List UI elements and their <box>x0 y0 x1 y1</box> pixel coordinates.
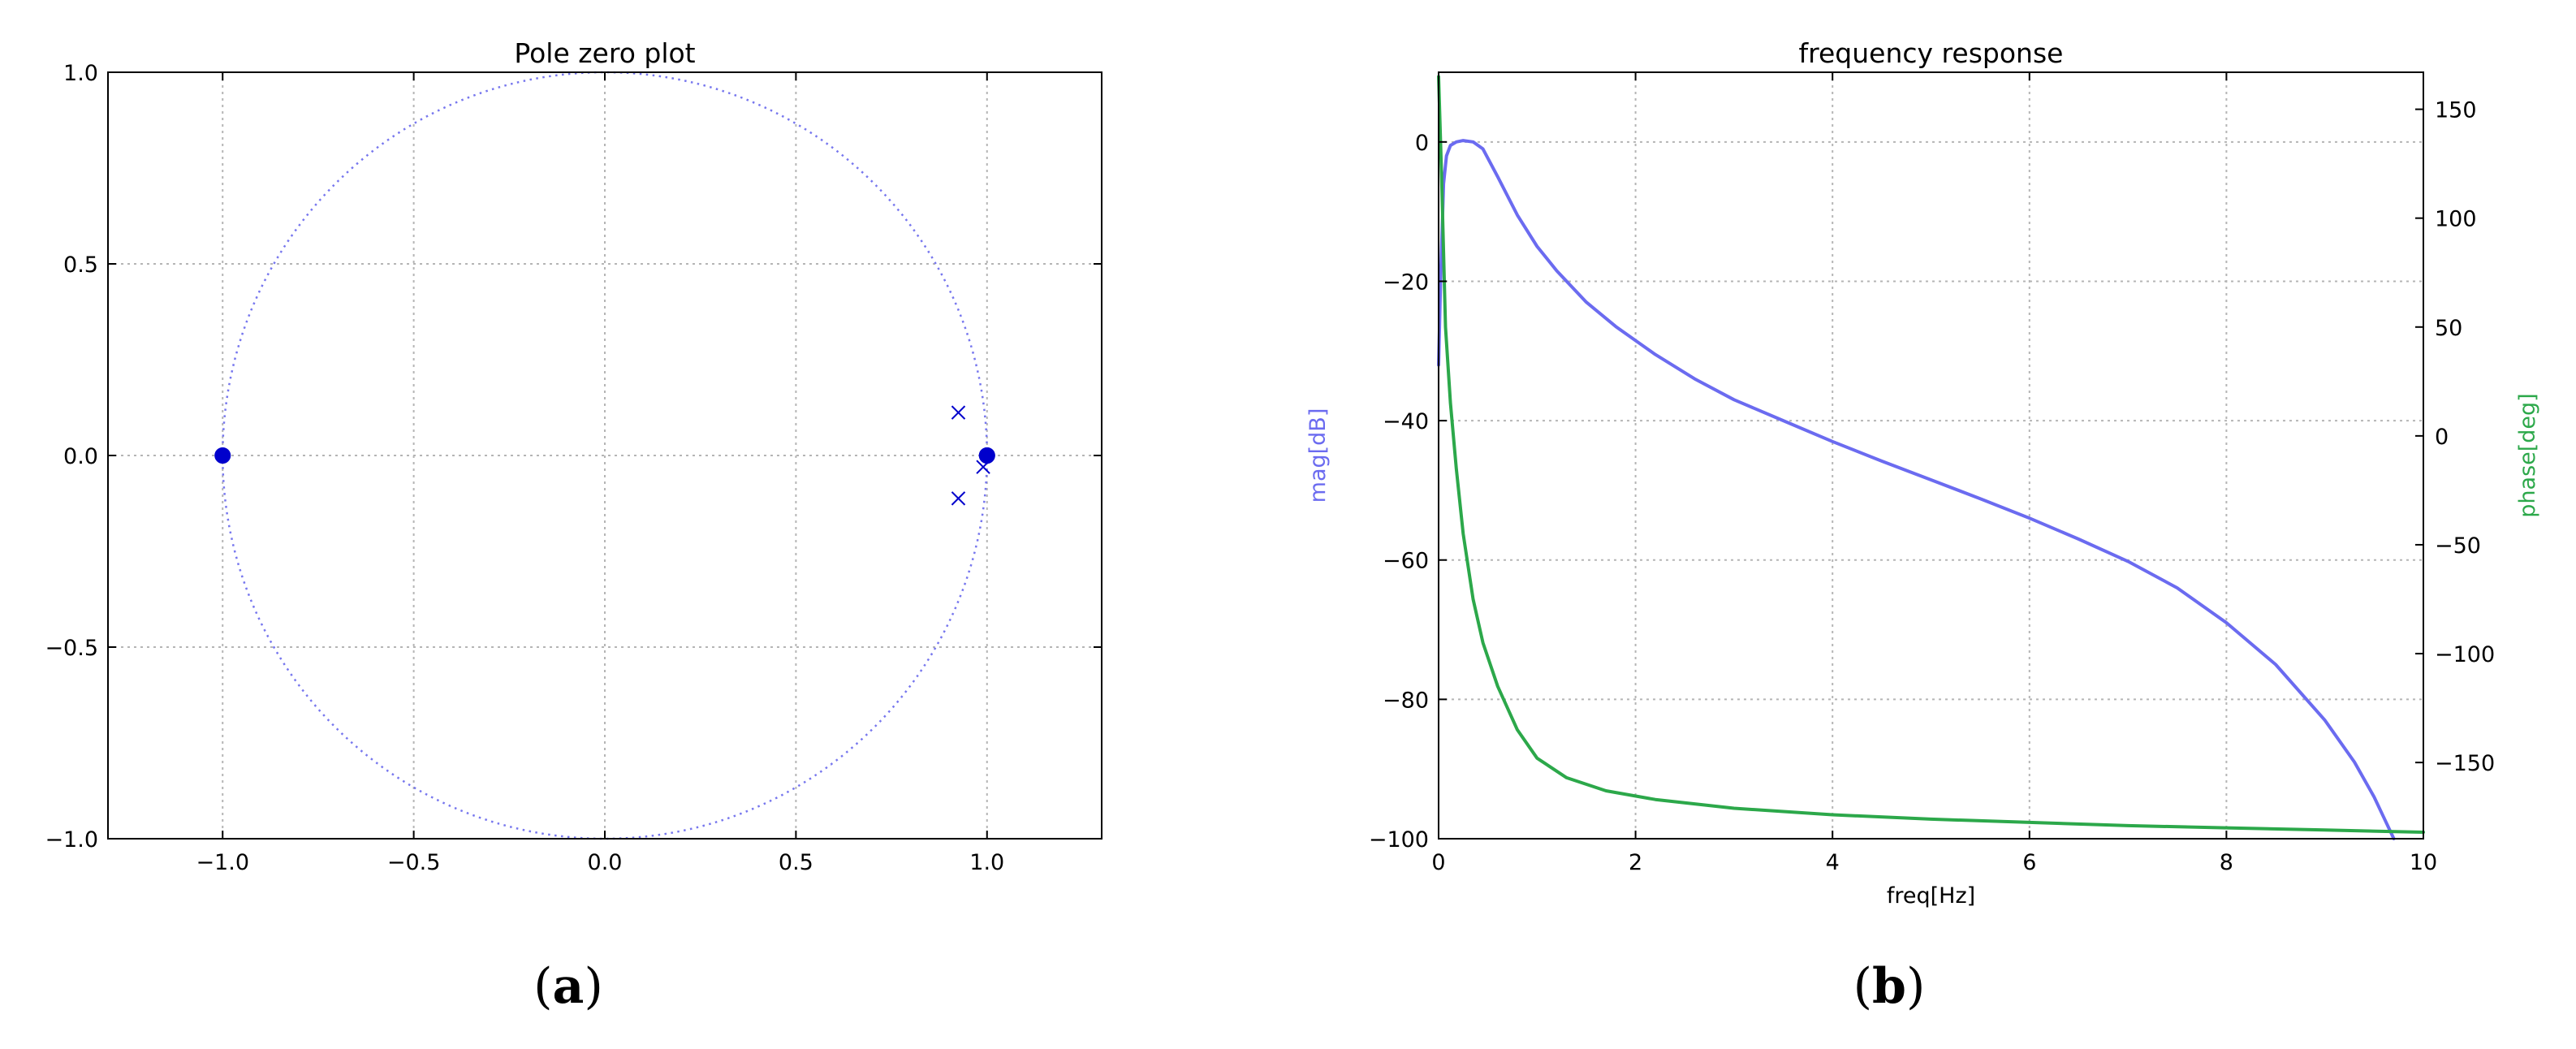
frequency-x-ticks: 0 2 4 6 8 10 <box>1431 72 2437 875</box>
panel-label-a: (a) <box>533 958 603 1015</box>
y-tick-label: −20 <box>1383 270 1429 295</box>
phase-y-ticks: −150 −100 −50 0 50 100 150 <box>2415 98 2495 776</box>
x-tick-label: 0.5 <box>779 850 813 875</box>
y-tick-label: 0 <box>1415 131 1429 156</box>
pole-zero-plot: −1.0 −0.5 0.0 0.5 1.0 −1.0 −0.5 0.0 0.5 1.0 Pole… <box>45 37 1102 1015</box>
frequency-response-plot: 0 2 4 6 8 10 −100 −80 −60 −40 −20 0 −150 −100 −50 0 50… <box>1305 37 2540 1015</box>
phase-series-line <box>1437 75 2425 834</box>
y2-tick-label: 50 <box>2435 316 2462 341</box>
y-tick-label: −1.0 <box>45 827 98 853</box>
panel-label-a-letter: a <box>553 958 585 1015</box>
pole-zero-x-ticks: −1.0 −0.5 0.0 0.5 1.0 <box>196 72 1004 875</box>
y2-tick-label: 150 <box>2435 98 2477 123</box>
pole-marker-stroke <box>976 460 990 474</box>
y-tick-label: −100 <box>1369 827 1429 853</box>
y-tick-label: −0.5 <box>45 636 98 661</box>
y2-tick-label: 0 <box>2435 425 2449 450</box>
y2-tick-label: −50 <box>2435 533 2481 559</box>
y-tick-label: −40 <box>1383 409 1429 434</box>
y-tick-label: −60 <box>1383 549 1429 574</box>
y2-tick-label: −100 <box>2435 642 2495 667</box>
x-tick-label: 4 <box>1826 850 1840 875</box>
frequency-response-title: frequency response <box>1799 37 2064 69</box>
x-tick-label: 0.0 <box>588 850 623 875</box>
zero-marker <box>214 447 231 464</box>
pole-marker-stroke <box>951 405 966 420</box>
pole-marker-stroke <box>951 491 966 506</box>
pole-zero-plot-title: Pole zero plot <box>514 37 695 69</box>
frequency-x-label: freq[Hz] <box>1887 883 1975 909</box>
x-tick-label: 1.0 <box>969 850 1004 875</box>
zero-marker <box>978 447 995 464</box>
y2-tick-label: −150 <box>2435 751 2495 776</box>
x-tick-label: 0 <box>1431 850 1445 875</box>
frequency-response-grid <box>1438 72 2424 840</box>
x-tick-label: 8 <box>2220 850 2233 875</box>
pole-zero-grid <box>108 71 1102 840</box>
x-tick-label: −1.0 <box>196 850 249 875</box>
pole-marker <box>976 460 990 474</box>
x-tick-label: 2 <box>1629 850 1642 875</box>
y-tick-label: 0.5 <box>63 253 98 278</box>
pole-marker <box>951 405 966 420</box>
y-tick-label: 1.0 <box>63 61 98 86</box>
pole-marker <box>951 491 966 506</box>
y-tick-label: −80 <box>1383 688 1429 713</box>
y-tick-label: 0.0 <box>63 444 98 469</box>
frequency-response-series <box>1437 75 2425 840</box>
x-tick-label: 6 <box>2022 850 2036 875</box>
magnitude-series-line <box>1437 139 2396 840</box>
x-tick-label: 10 <box>2410 850 2437 875</box>
y2-tick-label: 100 <box>2435 207 2477 232</box>
frequency-response-frame <box>1438 71 2424 840</box>
phase-y-label: phase[deg] <box>2515 393 2540 517</box>
panel-label-b: (b) <box>1853 958 1926 1015</box>
panel-label-b-letter: b <box>1872 958 1906 1015</box>
pole-markers <box>951 405 990 506</box>
magnitude-y-label: mag[dB] <box>1305 408 1331 503</box>
magnitude-y-ticks: −100 −80 −60 −40 −20 0 <box>1369 131 1447 853</box>
pole-zero-y-ticks: −1.0 −0.5 0.0 0.5 1.0 <box>45 61 1102 853</box>
x-tick-label: −0.5 <box>387 850 441 875</box>
